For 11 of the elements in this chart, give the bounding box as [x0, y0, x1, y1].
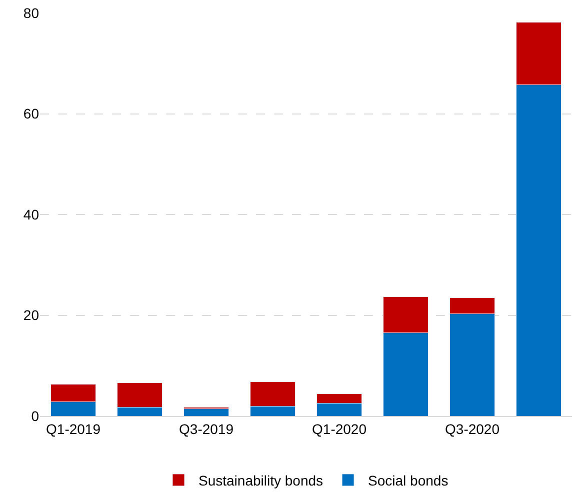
legend-label: Sustainability bonds	[198, 472, 324, 488]
x-tick-label: Q3-2020	[445, 420, 500, 437]
x-tick-label: Q1-2019	[46, 420, 101, 437]
y-tick-label: 80	[23, 4, 40, 21]
y-tick-label: 40	[23, 206, 40, 222]
x-tick-label: Q1-2020	[312, 420, 367, 437]
x-tick-label: Q3-2019	[179, 420, 234, 437]
y-tick-label: 20	[23, 307, 40, 324]
y-tick-label: 0	[31, 408, 40, 424]
y-tick-label: 60	[23, 106, 40, 122]
legend-label: Social bonds	[368, 472, 448, 488]
